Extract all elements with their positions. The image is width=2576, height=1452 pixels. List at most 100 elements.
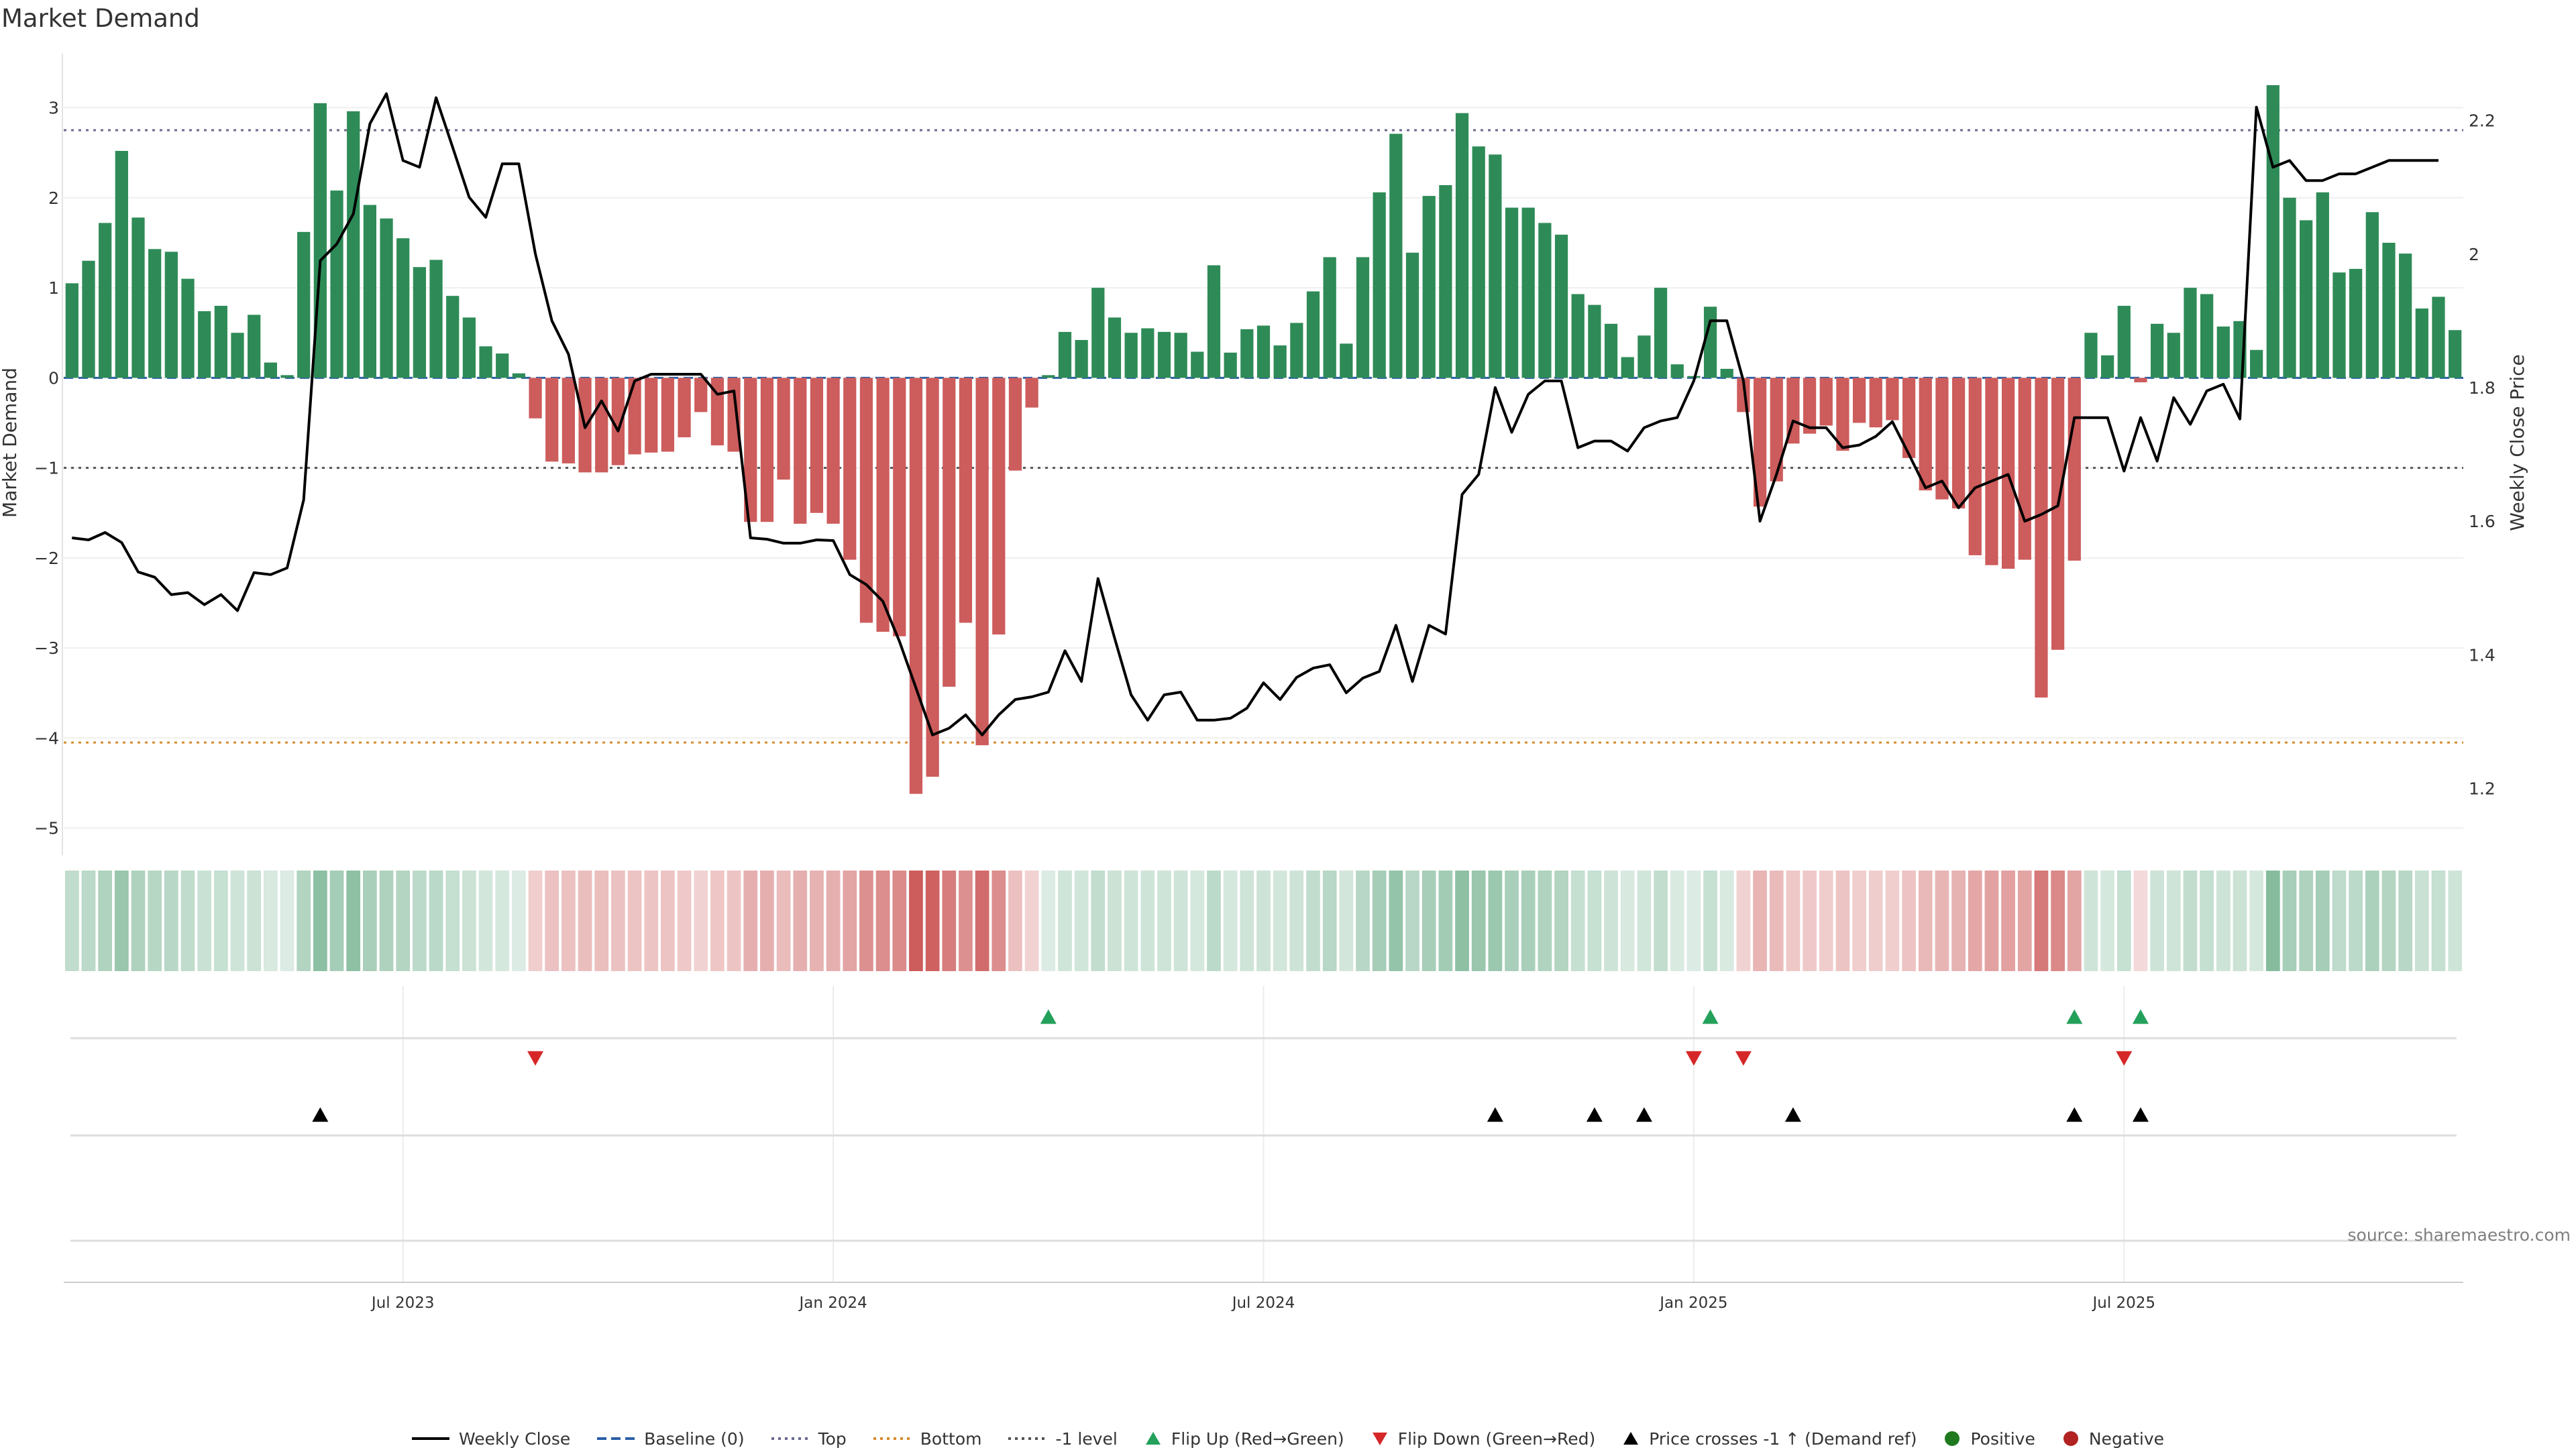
heat-cell <box>1654 871 1668 971</box>
legend-label: Flip Down (Green→Red) <box>1397 1429 1596 1449</box>
heat-cell <box>495 871 510 971</box>
demand-bar <box>2068 378 2081 561</box>
demand-bar <box>1373 192 1386 378</box>
demand-bar <box>479 346 492 378</box>
flip-down-marker <box>527 1051 544 1066</box>
demand-bar <box>413 267 427 378</box>
legend-item: Flip Up (Red→Green) <box>1144 1429 1344 1449</box>
heat-cell <box>810 871 824 971</box>
demand-bar <box>198 311 211 378</box>
demand-bar <box>297 231 311 378</box>
heat-cell <box>2200 871 2214 971</box>
heat-cell <box>81 871 96 971</box>
heat-cell <box>1902 871 1916 971</box>
heat-cell <box>1769 871 1784 971</box>
demand-bar <box>1919 378 1932 491</box>
heat-cell <box>710 871 724 971</box>
legend-swatch <box>771 1437 809 1440</box>
demand-bar <box>1951 378 1966 509</box>
demand-bar <box>1869 378 1882 428</box>
heat-cell <box>131 871 146 971</box>
demand-bar <box>164 252 178 378</box>
demand-bar <box>231 333 244 378</box>
heat-cell <box>1554 871 1568 971</box>
heat-cell <box>2116 871 2131 971</box>
legend-label: Price crosses -1 ↑ (Demand ref) <box>1649 1429 1917 1449</box>
heat-cell <box>1670 871 1684 971</box>
demand-bar <box>1554 234 1568 378</box>
heat-cell <box>1240 871 1254 971</box>
demand-bar <box>1638 335 1651 378</box>
heat-cell <box>959 871 973 971</box>
demand-bar <box>1207 265 1221 378</box>
heat-cell <box>2233 871 2247 971</box>
heat-cell <box>909 871 923 971</box>
demand-bar <box>1422 196 1436 378</box>
heat-cell <box>1968 871 1982 971</box>
heat-cell <box>396 871 411 971</box>
demand-bar <box>893 378 906 636</box>
heat-cell <box>1322 871 1337 971</box>
heat-cell <box>677 871 692 971</box>
x-tick-label: Jan 2025 <box>1658 1294 1727 1312</box>
demand-bar <box>760 378 774 522</box>
demand-bar <box>512 373 526 378</box>
demand-bar <box>859 378 873 623</box>
heat-cell <box>213 871 228 971</box>
heat-cell <box>1024 871 1039 971</box>
heat-cell <box>892 871 907 971</box>
demand-bar <box>330 190 343 378</box>
demand-bar <box>1670 364 1684 378</box>
heat-cell <box>1570 871 1585 971</box>
demand-bar <box>1819 378 1833 426</box>
heat-cell <box>644 871 659 971</box>
demand-bar <box>2084 333 2098 378</box>
y2-tick-label: 1.4 <box>2469 645 2496 665</box>
heat-cell <box>1207 871 1221 971</box>
demand-bar <box>2300 220 2313 378</box>
y2-tick-label: 2 <box>2469 245 2479 264</box>
demand-bar <box>694 378 708 412</box>
heat-cell <box>462 871 476 971</box>
price-cross-marker <box>1635 1107 1652 1122</box>
heat-cell <box>1620 871 1635 971</box>
heat-cell <box>1984 871 1999 971</box>
demand-heat-strip <box>64 871 2463 971</box>
demand-bar <box>347 111 360 378</box>
heat-cell <box>1074 871 1089 971</box>
heat-cell <box>329 871 344 971</box>
demand-bar <box>1521 207 1535 378</box>
price-cross-marker <box>2066 1107 2083 1122</box>
heat-cell <box>197 871 212 971</box>
legend-swatch <box>597 1437 635 1440</box>
heat-cell <box>776 871 791 971</box>
heat-cell <box>1405 871 1419 971</box>
demand-bar <box>1621 357 1634 378</box>
heat-cell <box>1108 871 1122 971</box>
heat-cell <box>925 871 940 971</box>
demand-bar <box>2051 378 2065 650</box>
demand-bar <box>65 283 78 378</box>
heat-cell <box>2398 871 2413 971</box>
flip-down-marker <box>2116 1051 2133 1066</box>
flip-down-marker <box>1685 1051 1702 1066</box>
event-markers <box>70 1009 2457 1242</box>
demand-bar <box>496 353 509 378</box>
heat-cell <box>793 871 808 971</box>
heat-cell <box>975 871 989 971</box>
heat-cell <box>1935 871 1949 971</box>
demand-bar <box>1008 378 1022 471</box>
heat-cell <box>2100 871 2114 971</box>
demand-bar <box>1389 133 1403 378</box>
flip-up-marker <box>1702 1009 1719 1024</box>
demand-bar <box>1902 378 1916 458</box>
demand-bar <box>2151 323 2164 378</box>
heat-cell <box>1273 871 1287 971</box>
heat-cell <box>1124 871 1138 971</box>
heat-cell <box>1058 871 1072 971</box>
demand-bar <box>2283 197 2296 378</box>
demand-bar <box>611 378 625 465</box>
demand-bar <box>264 362 277 378</box>
heat-cell <box>1157 871 1171 971</box>
